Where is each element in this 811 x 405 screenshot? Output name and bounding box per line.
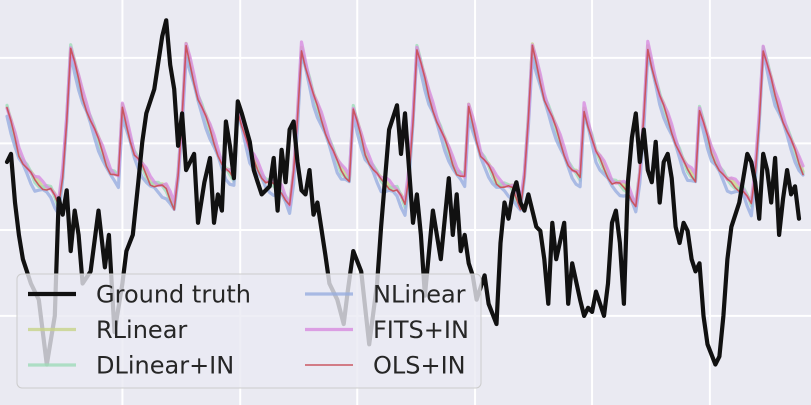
legend-label-nlinear: NLinear <box>373 281 466 309</box>
legend: Ground truth RLinear DLinear+IN NLinear FITS… <box>16 273 482 389</box>
legend-frame <box>16 273 482 389</box>
series-layer <box>4 18 805 367</box>
legend-label-ground-truth: Ground truth <box>96 281 251 309</box>
series-line-ground-truth <box>4 18 802 367</box>
legend-label-rlinear: RLinear <box>96 316 187 344</box>
legend-label-ols-in: OLS+IN <box>373 352 466 380</box>
legend-label-dlinear-in: DLinear+IN <box>96 352 234 380</box>
legend-label-fits-in: FITS+IN <box>373 316 469 344</box>
